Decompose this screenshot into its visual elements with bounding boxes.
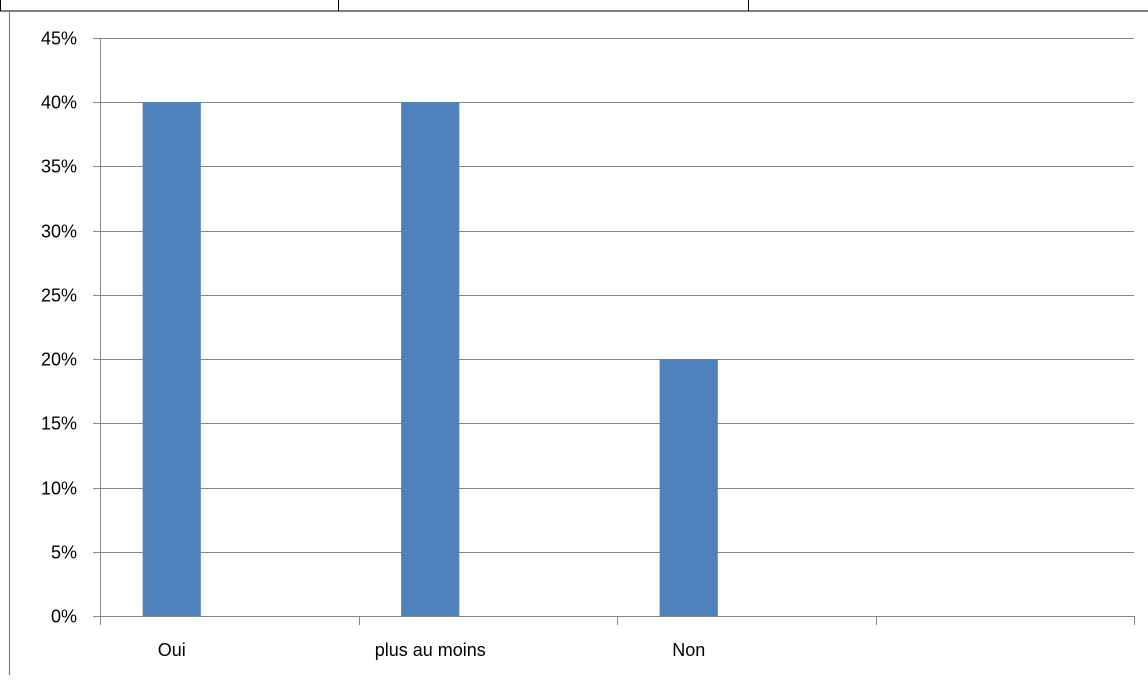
tick-labels: 0% 5% 10% 15% 20% 25% 30% 35% 40% 45% Oui plus au m… (41, 29, 705, 661)
bar-oui (142, 102, 201, 616)
bars (142, 102, 718, 616)
bar-plus-au-moins (401, 102, 460, 616)
y-tick-label: 35% (41, 157, 77, 177)
y-tick-label: 10% (41, 479, 77, 499)
y-tick-label: 20% (41, 350, 77, 370)
y-tick-label: 5% (51, 543, 77, 563)
y-tick-label: 45% (41, 29, 77, 49)
gridlines (100, 38, 1134, 553)
y-tick-label: 0% (51, 607, 77, 627)
y-tick-label: 40% (41, 93, 77, 113)
y-tick-label: 25% (41, 286, 77, 306)
bar-non (659, 359, 718, 616)
x-tick-label: plus au moins (375, 640, 486, 660)
y-tick-label: 15% (41, 414, 77, 434)
y-tick-label: 30% (41, 222, 77, 242)
axes (93, 38, 1135, 625)
x-tick-label: Non (672, 640, 705, 660)
x-tick-label: Oui (158, 640, 186, 660)
